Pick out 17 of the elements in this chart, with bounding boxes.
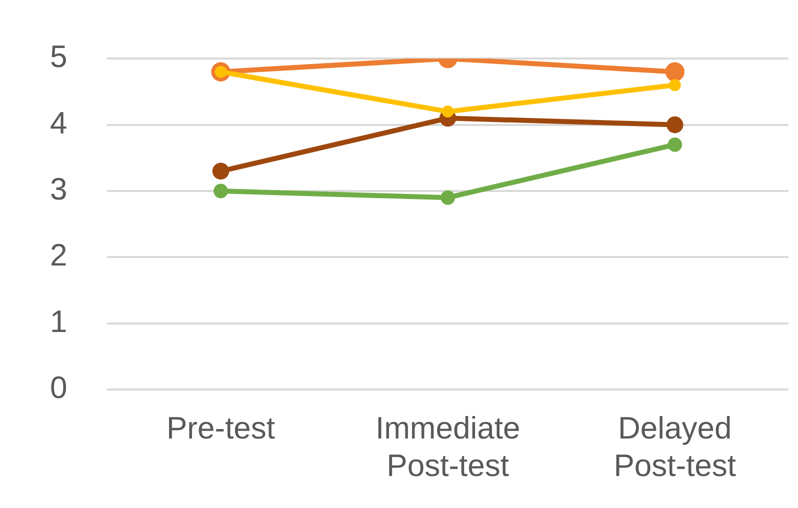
y-tick-label: 2 [50,238,68,273]
point [668,137,682,152]
point [666,116,684,134]
point [214,184,228,198]
point [668,79,681,92]
y-tick-label: 0 [50,370,68,406]
point [665,62,684,82]
y-tick-label: 3 [50,172,68,207]
point [212,162,230,180]
x-tick-label: Delayed Post-test [614,410,736,483]
y-tick-label: 1 [50,304,68,339]
x-tick-label: Pre-test [166,410,276,446]
point [442,106,454,118]
point [440,190,456,205]
x-tick-label: Immediate Post-test [375,410,520,483]
y-tick-label: 5 [50,39,68,74]
y-tick-label: 4 [50,105,68,140]
